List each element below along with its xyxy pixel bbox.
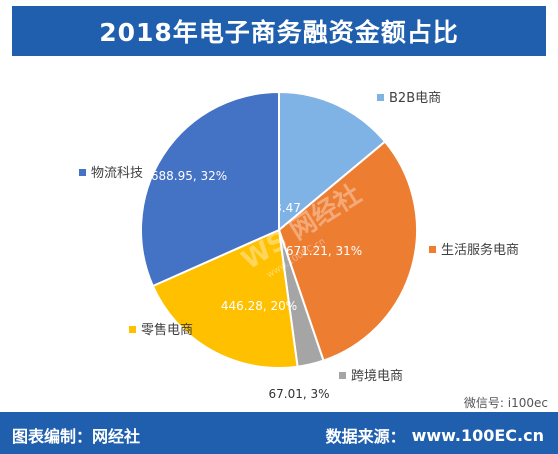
legend-label-1: 生活服务电商	[441, 242, 519, 258]
pie-slice-4	[139, 90, 280, 288]
data-source-label: 数据来源：	[325, 427, 406, 446]
chart-title: 2018年电子商务融资金额占比	[99, 18, 459, 47]
pie-slice-1	[277, 140, 419, 362]
data-source: 数据来源： www.100EC.cn	[326, 423, 544, 447]
pie-slice-0	[278, 90, 387, 233]
legend-label-4: 物流科技	[91, 166, 143, 181]
legend-swatch-4	[79, 169, 86, 176]
title-bar: 2018年电子商务融资金额占比	[12, 6, 546, 56]
slice-value-label-2: 67.01, 3%	[268, 387, 329, 401]
legend-label-2: 跨境电商	[351, 369, 403, 384]
legend-item-1: 生活服务电商	[429, 242, 519, 258]
wechat-id: 微信号: i100ec	[464, 396, 548, 410]
data-source-value: www.100EC.cn	[411, 425, 544, 445]
slice-value-label-3: 446.28, 20%	[221, 299, 297, 313]
slice-value-label-4: 688.95, 32%	[151, 169, 227, 183]
chart-credit: 图表编制：网经社	[12, 427, 141, 446]
legend-swatch-2	[339, 372, 346, 379]
legend-swatch-1	[429, 246, 436, 253]
legend-item-2: 跨境电商	[339, 369, 403, 384]
legend-label-0: B2B电商	[389, 91, 441, 106]
slice-value-label-1: 671.21, 31%	[286, 244, 362, 258]
header: 2018年电子商务融资金额占比	[0, 0, 558, 62]
legend-swatch-0	[377, 94, 384, 101]
legend-item-4: 物流科技	[79, 166, 143, 181]
legend-item-3: 零售电商	[129, 322, 193, 338]
chart-area: 303.47, 14% B2B电商 671.21, 31% 生活服务电商 67.01, …	[0, 62, 558, 412]
legend-item-0: B2B电商	[377, 91, 441, 106]
pie-slice-3	[151, 228, 299, 369]
footer-bar: 图表编制：网经社 数据来源： www.100EC.cn	[0, 412, 558, 454]
legend-label-3: 零售电商	[141, 322, 193, 338]
legend-swatch-3	[129, 326, 136, 333]
